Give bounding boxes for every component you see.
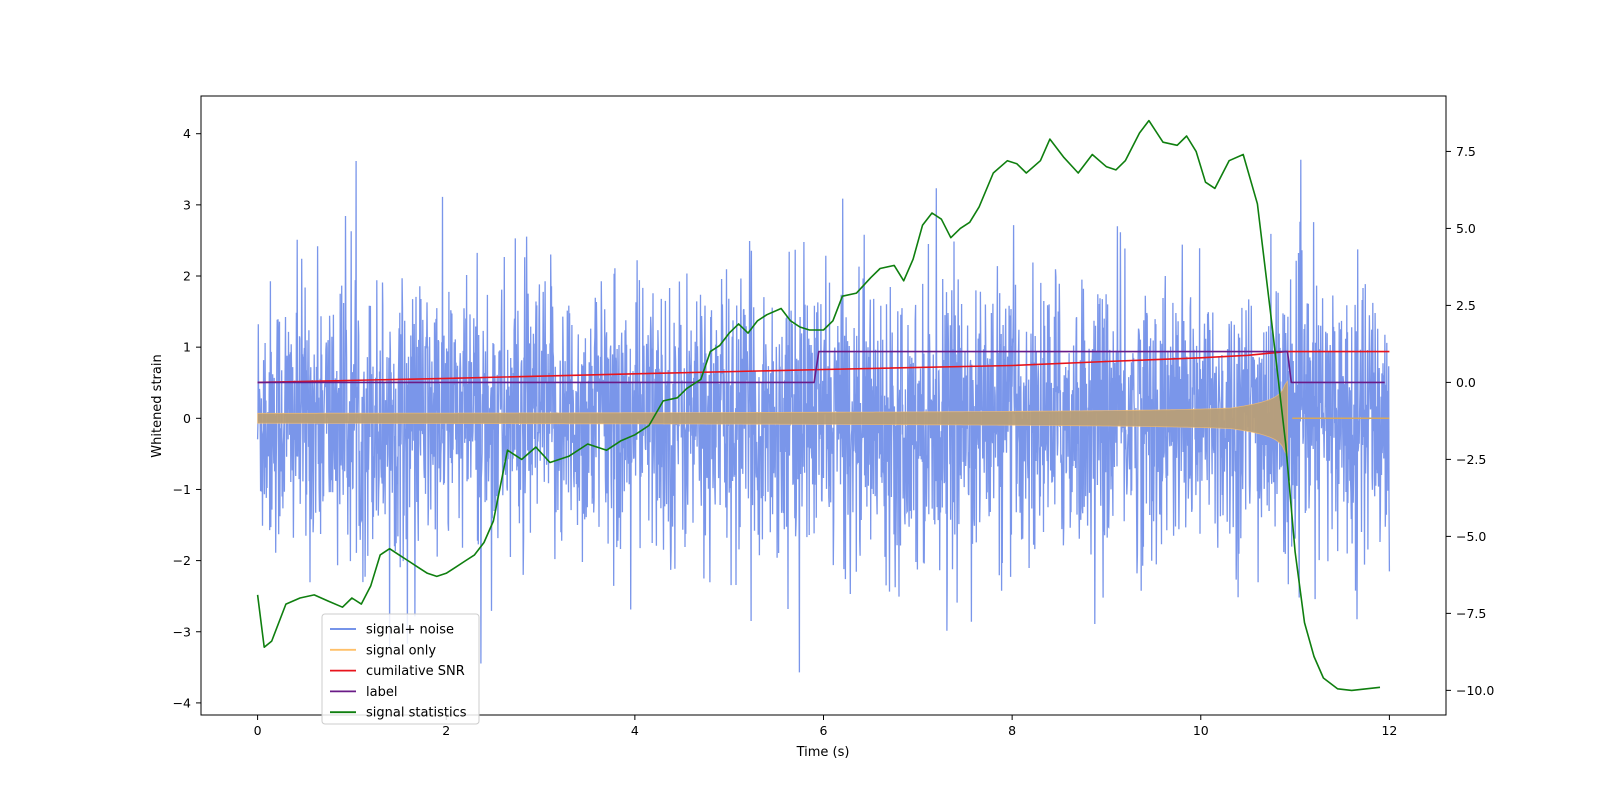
y-tick-label-right: −7.5 [1456, 606, 1486, 621]
legend-label: cumilative SNR [366, 664, 465, 679]
y-tick-label-right: 7.5 [1456, 144, 1476, 159]
series-cumilative-snr [257, 350, 1390, 384]
y-tick-label-right: 2.5 [1456, 298, 1476, 313]
y-tick-label-left: −3 [173, 624, 191, 639]
y-tick-label-right: 0.0 [1456, 375, 1476, 390]
x-tick-label: 10 [1193, 723, 1209, 738]
legend-box [321, 613, 480, 725]
y-tick-label-right: −5.0 [1456, 529, 1486, 544]
legend-label: signal statistics [366, 706, 467, 721]
y-tick-label-left: −1 [173, 482, 191, 497]
y-tick-label-left: −4 [173, 695, 191, 710]
legend-entries: signal+ noise signal only cumilative SNR la… [330, 623, 467, 721]
series-label [257, 350, 1385, 384]
series-signal-noise [256, 159, 1391, 673]
x-tick-label: 2 [442, 723, 450, 738]
series-signal-only [257, 379, 1288, 457]
y-tick-label-left: 3 [183, 197, 191, 212]
y-axis-left: −4 −3 −2 −1 0 1 2 3 4 [173, 126, 201, 710]
x-tick-label: 0 [254, 723, 262, 738]
y-tick-label-left: 2 [183, 269, 191, 284]
y-axis-right: −10.0 −7.5 −5.0 −2.5 0.0 2.5 5.0 7.5 [1446, 144, 1494, 698]
legend-label: label [366, 685, 397, 700]
y-tick-label-left: 1 [183, 340, 191, 355]
y-tick-label-right: 5.0 [1456, 221, 1476, 236]
x-tick-label: 12 [1381, 723, 1397, 738]
series-layer [256, 119, 1391, 692]
legend: signal+ noise signal only cumilative SNR la… [321, 613, 480, 725]
legend-label: signal only [366, 643, 436, 658]
plot-area [200, 95, 1447, 716]
y-axis-label-left: Whitened strain [150, 354, 165, 457]
y-tick-label-left: −2 [173, 553, 191, 568]
y-tick-label-left: 4 [183, 126, 191, 141]
legend-label: signal+ noise [366, 623, 454, 638]
x-tick-label: 6 [820, 723, 828, 738]
y-tick-label-right: −10.0 [1456, 683, 1494, 698]
y-tick-label-right: −2.5 [1456, 452, 1486, 467]
x-axis-label: Time (s) [796, 745, 850, 760]
series-signal-statistics [256, 119, 1381, 692]
y-tick-label-left: 0 [183, 411, 191, 426]
x-tick-label: 8 [1008, 723, 1016, 738]
x-tick-label: 4 [631, 723, 639, 738]
